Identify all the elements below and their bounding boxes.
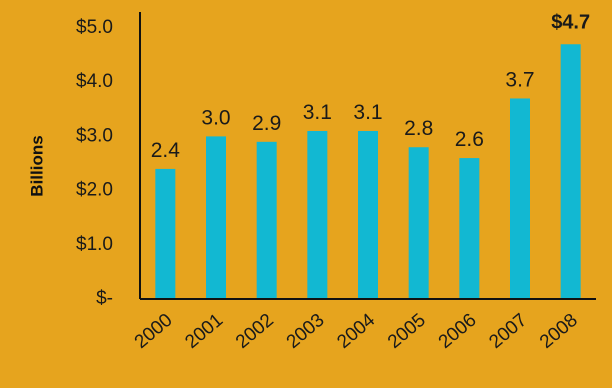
bar bbox=[459, 158, 480, 299]
y-tick-label: $1.0 bbox=[76, 234, 113, 255]
y-tick-label: $3.0 bbox=[76, 125, 113, 146]
data-label: 2.4 bbox=[151, 139, 181, 162]
data-labels: 2.4 3.0 2.9 3.1 3.1 2.8 2.6 3.7 $4.7 bbox=[151, 11, 590, 162]
data-label: 3.1 bbox=[303, 101, 332, 124]
y-tick-labels: $- $1.0 $2.0 $3.0 $4.0 $5.0 bbox=[76, 17, 113, 309]
bar bbox=[256, 141, 277, 299]
y-tick-label: $- bbox=[96, 288, 113, 309]
data-label: 3.0 bbox=[201, 106, 230, 129]
bar bbox=[155, 168, 176, 299]
bars bbox=[155, 44, 581, 300]
data-label: 2.6 bbox=[455, 128, 484, 151]
y-axis-title: Billions bbox=[27, 135, 46, 196]
data-label: 2.9 bbox=[252, 112, 281, 135]
bar bbox=[206, 136, 226, 299]
data-label: 2.8 bbox=[404, 117, 433, 140]
bar bbox=[510, 98, 530, 300]
y-tick-label: $2.0 bbox=[76, 180, 113, 201]
y-tick-label: $5.0 bbox=[76, 17, 113, 38]
bar bbox=[307, 130, 328, 299]
data-label: $4.7 bbox=[551, 11, 590, 33]
data-label: 3.7 bbox=[505, 68, 534, 91]
bar bbox=[408, 147, 429, 299]
data-label: 3.1 bbox=[353, 101, 382, 124]
bar bbox=[358, 130, 378, 299]
y-tick-label: $4.0 bbox=[76, 71, 113, 92]
bar bbox=[560, 44, 581, 300]
